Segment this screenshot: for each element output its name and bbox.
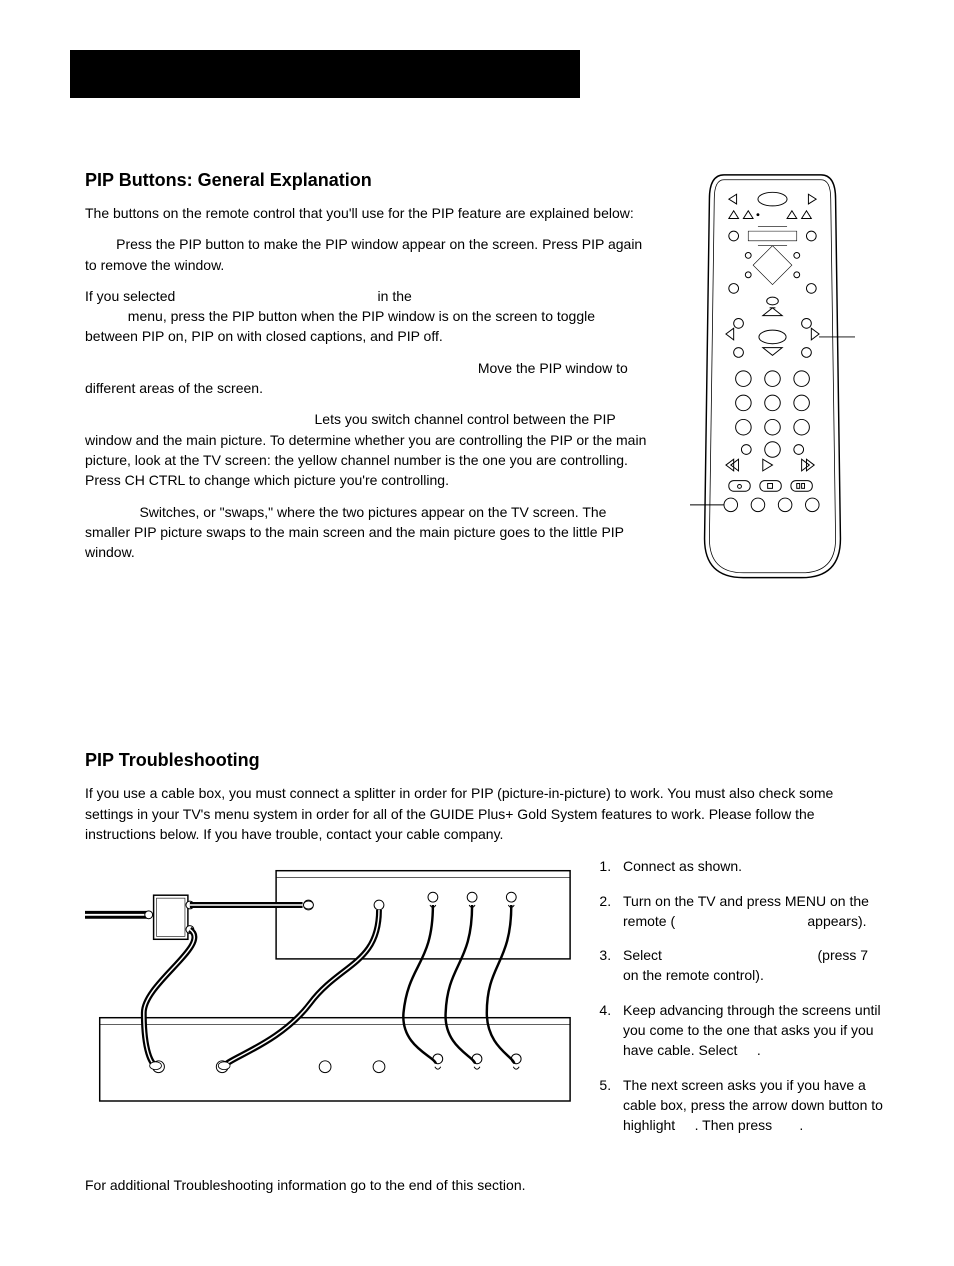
step-2: Turn on the TV and press MENU on the rem… bbox=[615, 891, 884, 932]
pip-chctrl-desc: Lets you switch channel control between … bbox=[85, 409, 650, 490]
section1-heading: PIP Buttons: General Explanation bbox=[85, 170, 650, 191]
remote-diagram bbox=[690, 170, 855, 590]
header-black-bar bbox=[70, 50, 580, 98]
step-5: The next screen asks you if you have a c… bbox=[615, 1075, 884, 1136]
connection-diagram bbox=[85, 856, 595, 1149]
pip-move-desc: Move the PIP window to different areas o… bbox=[85, 358, 650, 399]
troubleshooting-steps: Connect as shown. Turn on the TV and pre… bbox=[595, 856, 884, 1149]
pip-button-desc: Press the PIP button to make the PIP win… bbox=[85, 234, 650, 275]
step-4: Keep advancing through the screens until… bbox=[615, 1000, 884, 1061]
section2-footer: For additional Troubleshooting informati… bbox=[85, 1175, 884, 1195]
step-3: Select (press 7 on the remote control). bbox=[615, 945, 884, 986]
pip-swap-desc: Switches, or "swaps," where the two pict… bbox=[85, 502, 650, 563]
section2-intro: If you use a cable box, you must connect… bbox=[85, 783, 884, 844]
section2-heading: PIP Troubleshooting bbox=[85, 750, 884, 771]
section1-intro: The buttons on the remote control that y… bbox=[85, 203, 650, 223]
pip-caption-desc: If you selected in the menu, press the P… bbox=[85, 286, 650, 347]
step-1: Connect as shown. bbox=[615, 856, 884, 876]
